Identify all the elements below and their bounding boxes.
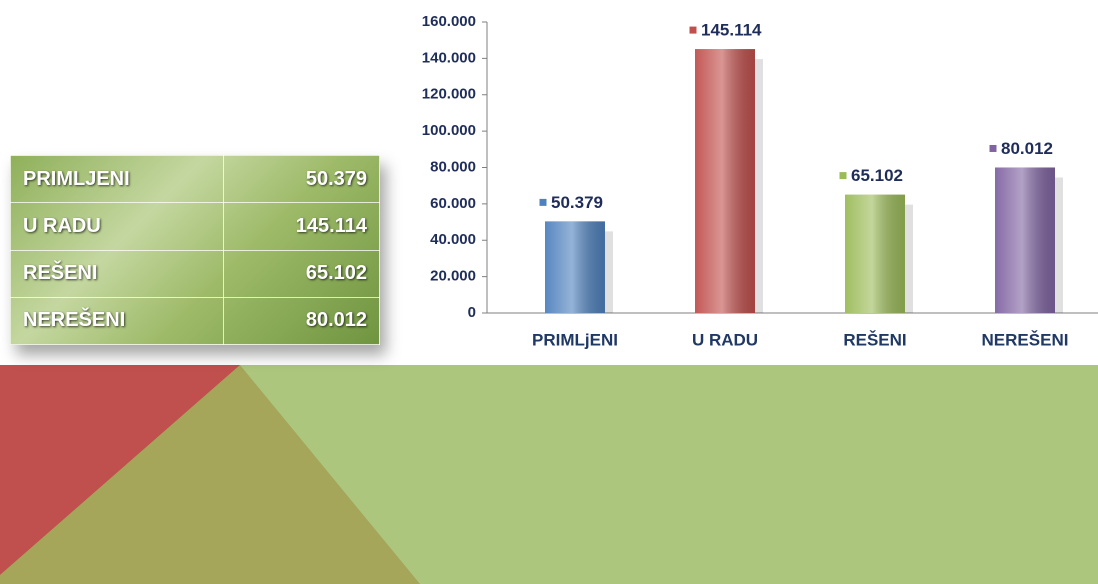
y-tick-label: 120.000 xyxy=(422,86,476,103)
y-tick-label: 20.000 xyxy=(430,268,476,285)
label-marker xyxy=(688,25,698,35)
label-cell: U RADU xyxy=(9,202,225,251)
y-tick-label: 100.000 xyxy=(422,122,476,139)
x-tick-label: REŠENI xyxy=(843,330,906,349)
value-cell: 50.379 xyxy=(223,154,380,204)
x-tick-label: PRIMLjENI xyxy=(532,330,618,349)
bar-shine xyxy=(545,221,605,313)
label-cell: NEREŠENI xyxy=(9,296,225,346)
label-cell: PRIMLJENI xyxy=(9,154,225,204)
value-cell: 145.114 xyxy=(223,202,380,251)
bar-shine xyxy=(995,167,1055,313)
value-cell: 80.012 xyxy=(223,296,380,346)
data-label: 80.012 xyxy=(1001,139,1053,158)
value-cell: 65.102 xyxy=(223,249,380,298)
data-label: 50.379 xyxy=(551,193,603,212)
y-tick-label: 40.000 xyxy=(430,231,476,248)
background-red xyxy=(0,365,240,575)
data-label: 65.102 xyxy=(851,166,903,185)
y-tick-label: 60.000 xyxy=(430,195,476,212)
bar-shine xyxy=(845,194,905,313)
y-tick-label: 160.000 xyxy=(422,13,476,30)
data-label: 145.114 xyxy=(701,21,762,40)
label-marker xyxy=(838,171,848,181)
table-row: PRIMLJENI 50.379 xyxy=(9,154,380,204)
label-marker xyxy=(538,197,548,207)
x-tick-label: U RADU xyxy=(692,330,758,349)
table-row: REŠENI 65.102 xyxy=(9,249,380,298)
bar-shine xyxy=(695,49,755,313)
y-tick-label: 80.000 xyxy=(430,158,476,175)
y-tick-label: 0 xyxy=(468,304,476,321)
table-row: NEREŠENI 80.012 xyxy=(9,296,380,346)
table-row: U RADU 145.114 xyxy=(9,202,380,251)
summary-table: PRIMLJENI 50.379 U RADU 145.114 REŠENI 65.102… xyxy=(9,154,380,346)
label-cell: REŠENI xyxy=(9,249,225,298)
x-tick-label: NEREŠENI xyxy=(982,330,1069,349)
background-olive xyxy=(0,365,420,584)
label-marker xyxy=(988,143,998,153)
y-tick-label: 140.000 xyxy=(422,49,476,66)
